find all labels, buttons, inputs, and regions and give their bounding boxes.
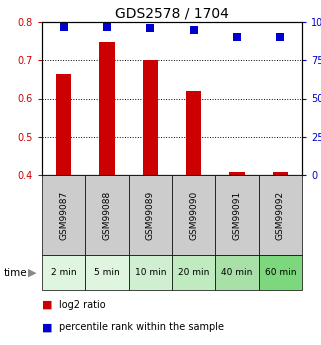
Text: ▶: ▶ — [28, 267, 37, 277]
Bar — [56, 73, 71, 175]
Bar — [129, 255, 172, 290]
Bar — [42, 175, 85, 255]
Point — [148, 26, 153, 31]
Bar — [172, 255, 215, 290]
Point — [191, 27, 196, 32]
Text: 60 min: 60 min — [265, 268, 296, 277]
Text: ■: ■ — [42, 323, 52, 333]
Text: GSM99087: GSM99087 — [59, 190, 68, 240]
Text: 20 min: 20 min — [178, 268, 209, 277]
Bar — [215, 255, 259, 290]
Text: ■: ■ — [42, 300, 52, 310]
Bar — [259, 175, 302, 255]
Bar — [100, 42, 115, 175]
Bar — [129, 175, 172, 255]
Text: percentile rank within the sample: percentile rank within the sample — [59, 323, 224, 333]
Text: 5 min: 5 min — [94, 268, 120, 277]
Text: time: time — [3, 267, 27, 277]
Text: GSM99090: GSM99090 — [189, 190, 198, 240]
Text: 10 min: 10 min — [134, 268, 166, 277]
Text: GSM99088: GSM99088 — [102, 190, 111, 240]
Text: GSM99092: GSM99092 — [276, 190, 285, 239]
Bar — [186, 91, 201, 175]
Text: GSM99089: GSM99089 — [146, 190, 155, 240]
Bar — [85, 175, 129, 255]
Point — [104, 24, 109, 29]
Bar — [85, 255, 129, 290]
Point — [234, 34, 239, 40]
Bar — [215, 175, 259, 255]
Point — [278, 34, 283, 40]
Text: 40 min: 40 min — [221, 268, 253, 277]
Point — [61, 24, 66, 29]
Bar — [143, 60, 158, 175]
Text: GSM99091: GSM99091 — [232, 190, 241, 240]
Bar — [259, 255, 302, 290]
Text: 2 min: 2 min — [51, 268, 76, 277]
Bar — [172, 175, 215, 255]
Text: log2 ratio: log2 ratio — [59, 300, 106, 310]
Bar — [273, 172, 288, 175]
Title: GDS2578 / 1704: GDS2578 / 1704 — [115, 7, 229, 21]
Bar — [42, 255, 85, 290]
Bar — [230, 172, 245, 175]
